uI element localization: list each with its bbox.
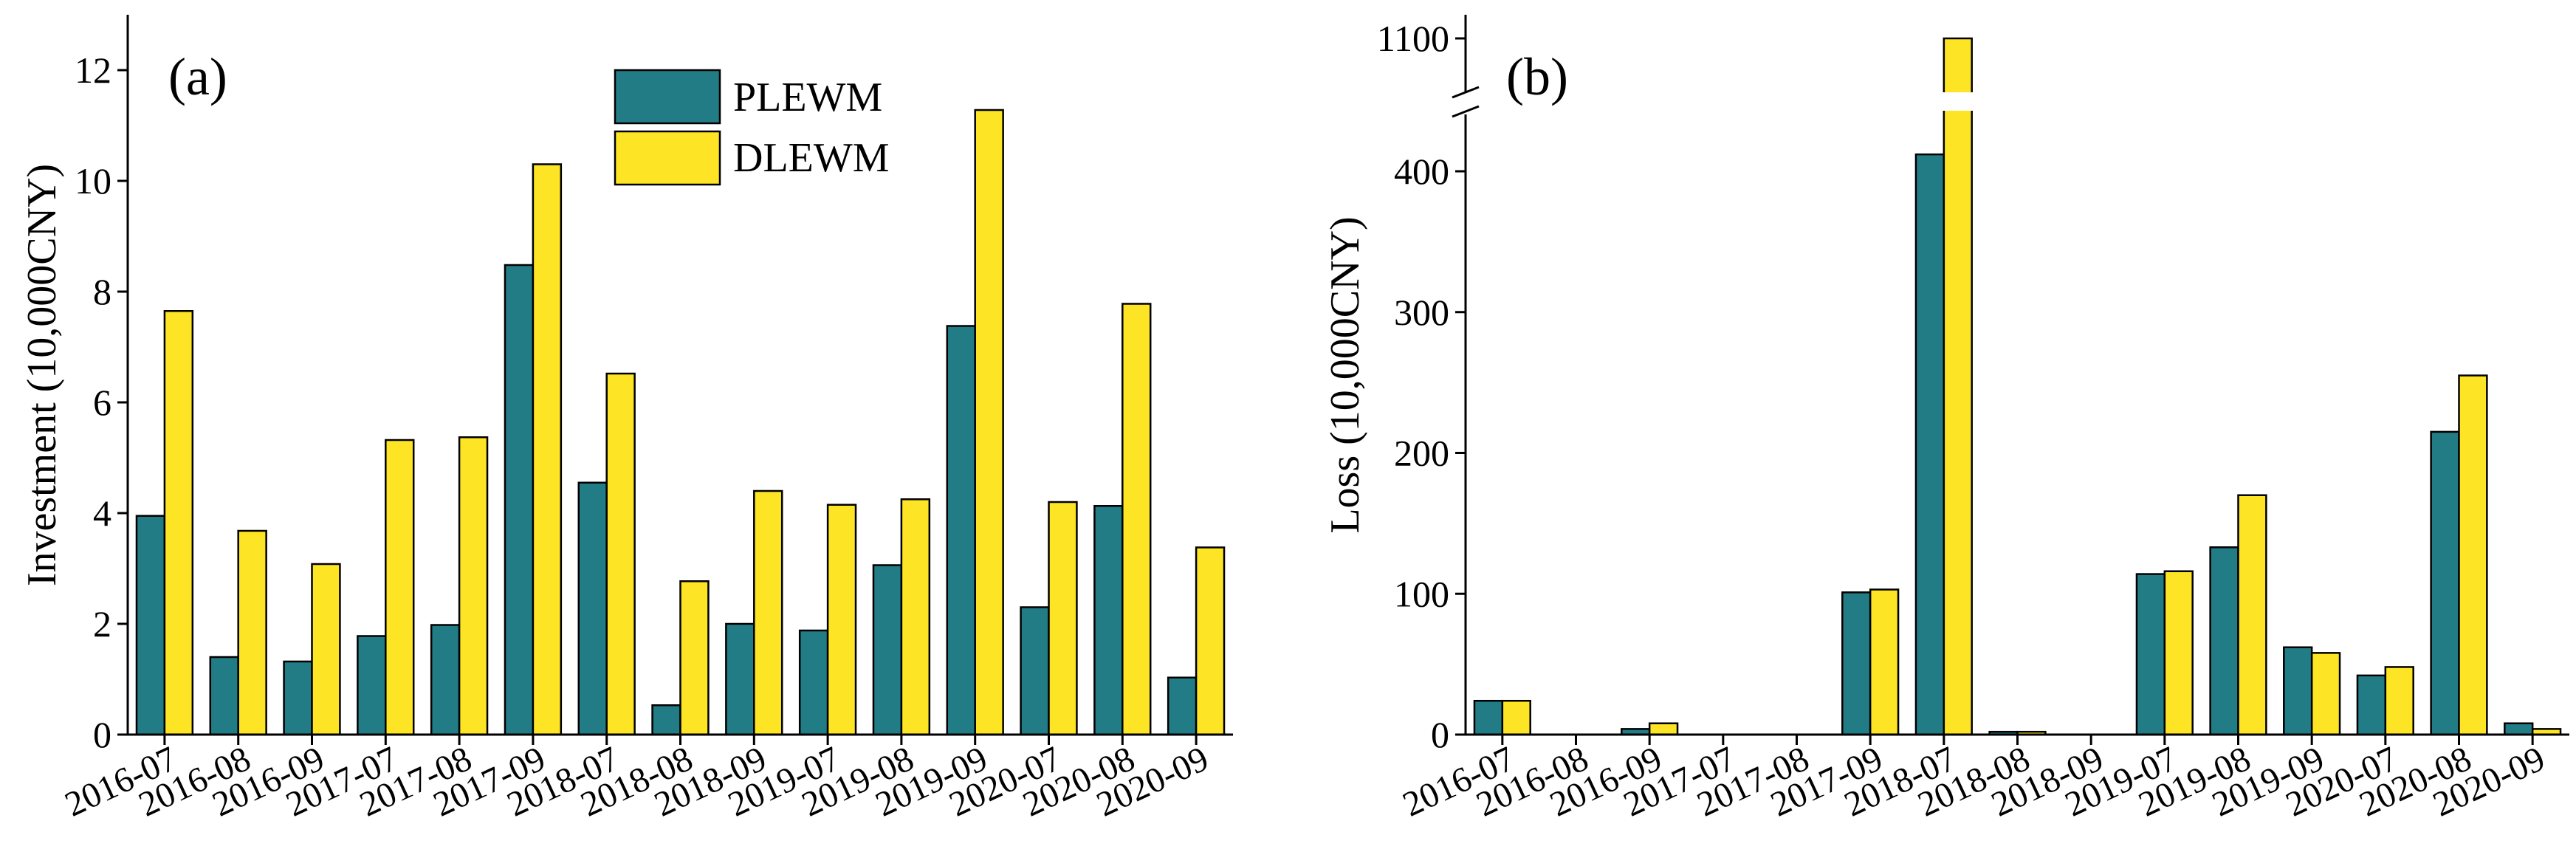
panel-a-investment: 0 2 4 6 8 10 12 2016-072016-082016-092017-0720…: [19, 15, 1233, 825]
bar-plewm-2020-07: [1020, 606, 1050, 736]
bar-dlewm-2020-07: [2384, 666, 2414, 736]
bar-dlewm-2019-08: [900, 498, 931, 736]
bar-dlewm-2019-08: [2237, 494, 2267, 736]
bar-dlewm-2017-09: [532, 163, 563, 736]
bar-plewm-2019-09: [946, 325, 976, 736]
panel-a-legend: PLEWM DLEWM: [614, 69, 890, 186]
y-tick-label: 1100: [1377, 18, 1449, 59]
bar-dlewm-2019-07: [826, 504, 857, 736]
y-tick-label: 100: [1394, 573, 1449, 614]
panel-b-label: (b): [1506, 47, 1568, 106]
bar-plewm-2016-08: [209, 656, 239, 736]
panel-a-y-axis-title: Investment (10,000CNY): [19, 164, 65, 586]
bar-plewm-2018-08: [651, 704, 681, 736]
legend-swatch-plewm: [614, 69, 721, 125]
bar-plewm-2019-07: [2135, 573, 2166, 736]
bar-plewm-2017-08: [430, 624, 461, 736]
bar-dlewm-2018-07: [1943, 37, 1973, 736]
y-tick-label: 400: [1394, 151, 1449, 192]
bar-plewm-2016-09: [283, 660, 313, 736]
bar-plewm-2019-09: [2283, 646, 2313, 736]
panel-b-axes: [1464, 15, 2569, 736]
bar-plewm-2017-07: [357, 635, 387, 736]
bar-dlewm-2019-09: [2310, 652, 2341, 736]
bar-dlewm-2020-08: [2458, 374, 2488, 736]
panel-a-category-labels: 2016-072016-082016-092017-072017-082017-…: [59, 739, 1215, 825]
legend-label-plewm: PLEWM: [733, 75, 882, 120]
y-tick-label: 0: [93, 714, 111, 755]
panel-a-bars: [135, 109, 1226, 736]
bar-plewm-2020-07: [2356, 674, 2387, 736]
y-tick-label: 6: [93, 382, 111, 423]
bar-plewm-2019-08: [2209, 546, 2239, 736]
bar-dlewm-2018-09: [753, 489, 783, 736]
bar-plewm-2020-09: [2504, 722, 2534, 736]
panel-a-axes: [126, 15, 1233, 736]
bar-dlewm-2020-07: [1048, 501, 1078, 736]
bar-plewm-2018-09: [725, 622, 755, 736]
y-tick-label: 200: [1394, 433, 1449, 474]
bar-dlewm-2016-07: [163, 310, 194, 736]
y-tick-label: 8: [93, 271, 111, 312]
bar-dlewm-2020-08: [1122, 303, 1152, 736]
bar-dlewm-2017-07: [385, 439, 415, 736]
bar-dlewm-2020-09: [1195, 546, 1226, 736]
bar-plewm-2018-07: [1914, 153, 1945, 736]
panel-b-y-ticks: 0 100 200 300 400 1100: [1377, 18, 2534, 755]
y-tick-label: 0: [1431, 714, 1449, 755]
panel-b-y-axis-title: Loss (10,000CNY): [1322, 216, 1368, 533]
bar-plewm-2020-09: [1167, 676, 1198, 736]
panel-b-bars: [1473, 37, 2562, 736]
y-tick-label: 10: [75, 160, 111, 202]
bar-plewm-2016-07: [1473, 699, 1504, 736]
bar-dlewm-2017-08: [458, 436, 489, 736]
panel-b-loss: 0 100 200 300 400 1100 2016-072016-082016-092…: [1322, 15, 2569, 825]
bar-dlewm-2016-09: [311, 563, 341, 736]
axis-break-marks: [1452, 86, 1480, 118]
bar-plewm-2020-08: [1093, 505, 1124, 736]
bar-plewm-2019-08: [872, 564, 903, 736]
bar-break-gap: [1941, 92, 1974, 111]
y-tick-label: 4: [93, 492, 111, 534]
bar-dlewm-2016-08: [237, 529, 267, 736]
bar-plewm-2020-08: [2430, 430, 2460, 736]
y-tick-label: 2: [93, 603, 111, 645]
bar-dlewm-2018-07: [605, 372, 636, 736]
bar-dlewm-2016-07: [1501, 699, 1531, 736]
bar-dlewm-2016-09: [1648, 722, 1679, 736]
legend-swatch-dlewm: [614, 130, 721, 186]
bar-plewm-2019-07: [798, 629, 829, 736]
bar-plewm-2017-09: [504, 264, 535, 736]
panel-a-label: (a): [168, 47, 227, 106]
bar-dlewm-2019-07: [2163, 570, 2194, 736]
y-tick-label: 12: [75, 49, 111, 91]
bar-plewm-2016-07: [135, 515, 166, 736]
bar-plewm-2018-07: [577, 481, 608, 736]
legend-label-dlewm: DLEWM: [733, 135, 890, 181]
bar-plewm-2017-09: [1841, 591, 1872, 736]
bar-dlewm-2019-09: [974, 109, 1004, 736]
y-tick-label: 300: [1394, 292, 1449, 333]
bar-dlewm-2018-08: [679, 580, 710, 736]
panel-a-y-ticks: 0 2 4 6 8 10 12: [75, 49, 1198, 755]
panel-b-category-labels: 2016-072016-082016-092017-072017-082017-…: [1397, 739, 2551, 825]
bar-dlewm-2017-09: [1869, 588, 1900, 736]
